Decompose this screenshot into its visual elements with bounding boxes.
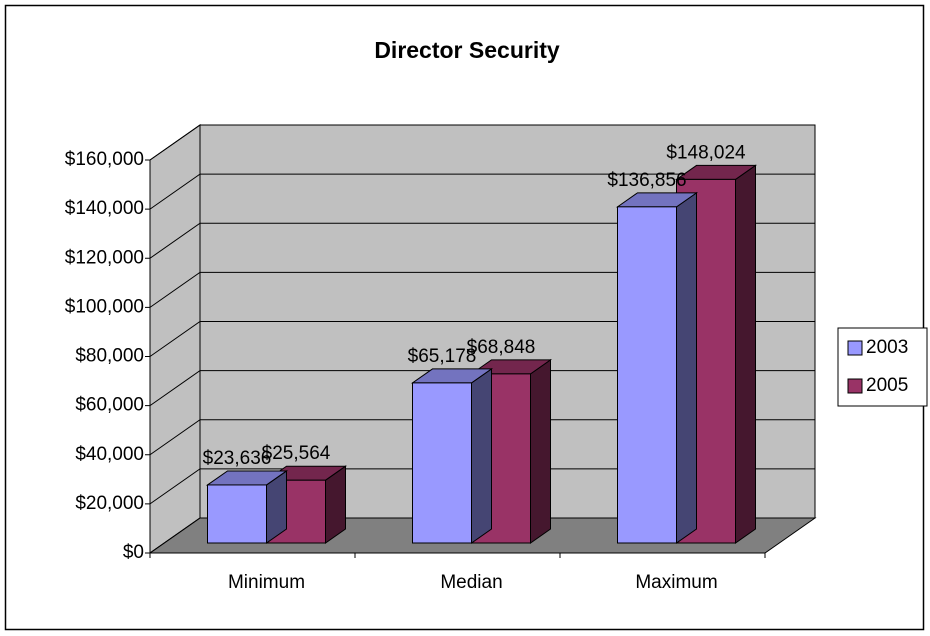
legend-swatch — [847, 378, 863, 394]
x-tick-label: Median — [440, 572, 502, 593]
bar — [617, 206, 677, 544]
x-tick-label: Minimum — [228, 572, 305, 593]
y-tick-label: $160,000 — [65, 149, 144, 170]
y-tick-label: $0 — [123, 542, 144, 563]
y-tick-label: $140,000 — [65, 198, 144, 219]
grid-line — [149, 370, 815, 407]
y-tick-label: $100,000 — [65, 296, 144, 317]
chart-title: Director Security — [374, 37, 560, 63]
data-label: $148,024 — [666, 142, 746, 163]
y-tick-label: $120,000 — [65, 247, 144, 268]
data-label: $68,848 — [467, 337, 536, 358]
bar-side — [676, 191, 697, 544]
bar-side — [471, 367, 492, 544]
x-tick-label: Maximum — [635, 572, 717, 593]
legend-label: 2003 — [866, 337, 908, 358]
bar — [207, 484, 267, 544]
y-tick-label: $40,000 — [75, 444, 144, 465]
data-label: $23,636 — [203, 448, 272, 469]
data-label: $25,564 — [262, 443, 331, 464]
y-tick-label: $60,000 — [75, 395, 144, 416]
bar-side — [530, 358, 551, 544]
data-label: $136,856 — [607, 170, 686, 191]
grid-line — [149, 271, 815, 308]
bar — [412, 382, 472, 544]
grid-line — [149, 321, 815, 357]
grid-line — [149, 517, 815, 554]
y-tick-label: $80,000 — [75, 346, 144, 367]
grid-line — [149, 124, 815, 161]
data-label: $65,178 — [408, 346, 477, 367]
grid-line — [149, 468, 815, 505]
grid-line — [149, 419, 815, 456]
legend-swatch — [847, 340, 863, 356]
bar-side — [735, 164, 756, 544]
legend-label: 2005 — [866, 375, 908, 396]
grid-line — [149, 173, 815, 210]
grid-line — [149, 222, 815, 259]
y-tick-label: $20,000 — [75, 493, 144, 514]
